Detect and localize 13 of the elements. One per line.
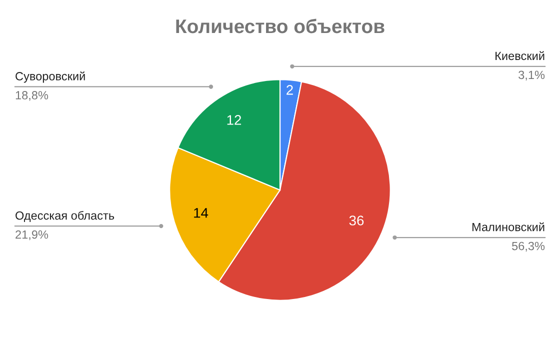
data-label: 36 [349,216,364,226]
slice-label: Суворовский [16,72,85,83]
data-label: 14 [194,208,208,218]
slice-label: Малиновский [472,222,544,232]
text: 56,3% [512,242,545,252]
slice-label: Одесская область [16,210,114,222]
text: 21,9% [16,230,48,240]
text: 3,1% [518,70,545,80]
slice-label: Киевский [496,51,544,60]
data-label: 2 [286,85,293,95]
data-label: 12 [227,115,242,125]
chart-title: Количество объектов [176,18,384,34]
text: 18,8% [16,91,48,101]
